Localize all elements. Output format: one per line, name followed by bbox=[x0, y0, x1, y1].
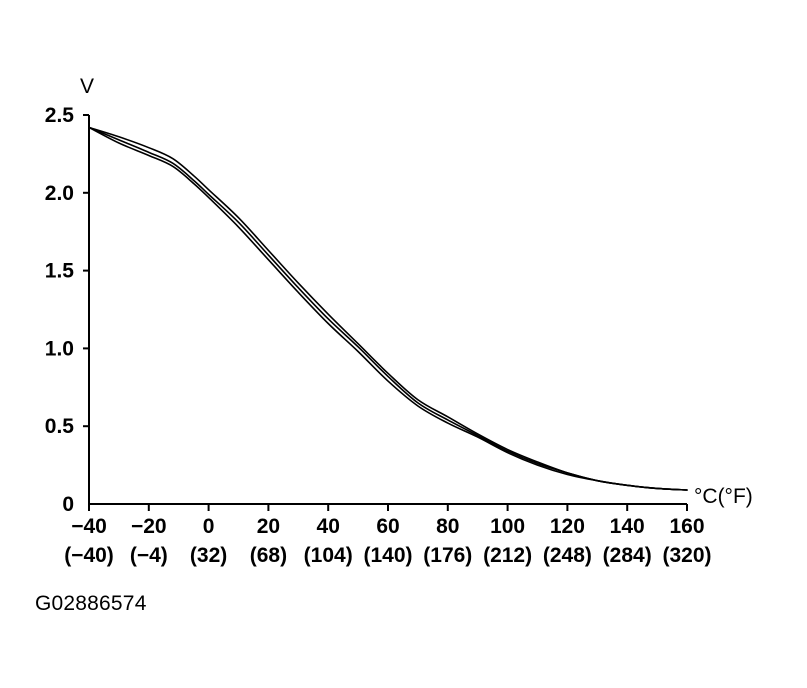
x-tick-label-fahrenheit: (320) bbox=[662, 544, 711, 567]
x-tick-label: 80 bbox=[436, 515, 459, 538]
x-tick-label-fahrenheit: (248) bbox=[543, 544, 592, 567]
x-tick-label-fahrenheit: (212) bbox=[483, 544, 532, 567]
series-line-1 bbox=[88, 126, 688, 491]
y-tick-label: 0 bbox=[62, 493, 74, 516]
x-tick-label-fahrenheit: (68) bbox=[250, 544, 287, 567]
series-line-3 bbox=[88, 126, 688, 491]
y-axis-unit-label: V bbox=[80, 75, 94, 98]
x-tick-label-fahrenheit: (32) bbox=[190, 544, 227, 567]
x-tick-label: 40 bbox=[317, 515, 340, 538]
x-tick-label: 160 bbox=[669, 515, 704, 538]
axis-labels: 0 0.5 1.0 1.5 2.0 2.5 −40 −20 0 20 40 60 80 100 120 140… bbox=[45, 75, 753, 567]
x-tick-label-fahrenheit: (104) bbox=[304, 544, 353, 567]
x-tick-label-fahrenheit: (140) bbox=[363, 544, 412, 567]
x-tick-label-fahrenheit: (−4) bbox=[130, 544, 168, 567]
x-tick-label-fahrenheit: (176) bbox=[423, 544, 472, 567]
x-tick-label: 60 bbox=[376, 515, 399, 538]
x-tick-label: 120 bbox=[550, 515, 585, 538]
x-tick-label: 100 bbox=[490, 515, 525, 538]
x-tick-label-fahrenheit: (284) bbox=[603, 544, 652, 567]
y-tick-label: 2.0 bbox=[45, 182, 74, 205]
y-tick-label: 0.5 bbox=[45, 415, 75, 438]
series-line-2 bbox=[88, 126, 688, 491]
x-tick-label-fahrenheit: (−40) bbox=[64, 544, 114, 567]
x-tick-label: 140 bbox=[610, 515, 645, 538]
x-axis-unit-label: °C(°F) bbox=[694, 485, 753, 508]
series-layer bbox=[88, 126, 688, 491]
y-tick-label: 1.5 bbox=[45, 260, 75, 283]
x-tick-label: −40 bbox=[71, 515, 107, 538]
axes bbox=[83, 114, 688, 511]
x-tick-label: −20 bbox=[131, 515, 167, 538]
figure-id: G02886574 bbox=[35, 592, 147, 615]
x-tick-label: 0 bbox=[203, 515, 215, 538]
y-tick-label: 1.0 bbox=[45, 337, 74, 360]
x-tick-label: 20 bbox=[257, 515, 280, 538]
y-tick-label: 2.5 bbox=[45, 104, 75, 127]
